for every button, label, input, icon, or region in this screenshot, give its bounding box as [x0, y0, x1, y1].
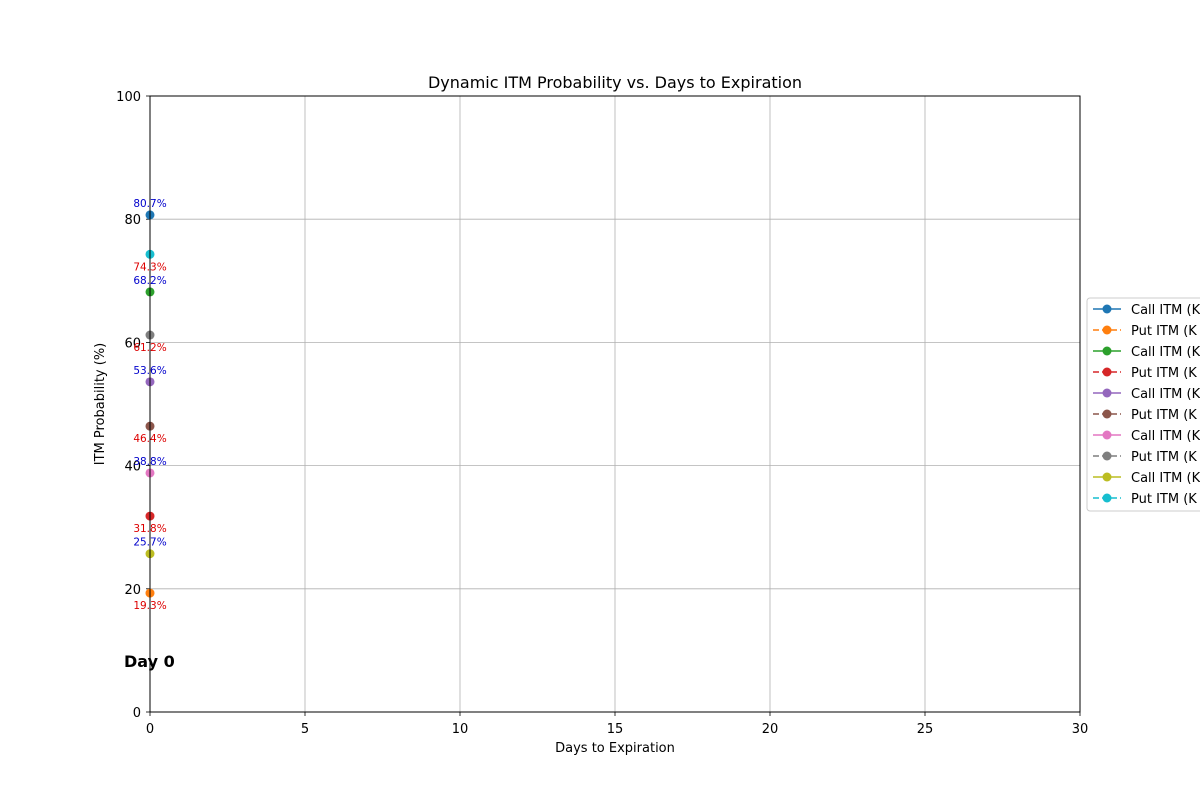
y-tick-label: 80 [124, 213, 141, 228]
legend-marker [1102, 409, 1112, 419]
legend-entry-label: Put ITM (K [1131, 366, 1197, 381]
legend-entry-label: Call ITM (K [1131, 387, 1200, 402]
legend: Call ITM (K Put ITM (K Call ITM (K Put ITM … [1086, 297, 1200, 512]
x-tick-label: 25 [917, 722, 934, 737]
legend-marker [1102, 472, 1112, 482]
y-tick-label: 20 [124, 583, 141, 598]
legend-marker [1102, 325, 1112, 335]
legend-entry-label: Call ITM (K [1131, 303, 1200, 318]
plot-frame [149, 95, 1081, 713]
x-tick-label: 5 [301, 722, 309, 737]
y-tick-label: 60 [124, 336, 141, 351]
axis-ticks: 0 5 10 15 20 25 30 0 20 40 60 80 100 [116, 90, 1088, 737]
legend-entry-label: Call ITM (K [1131, 345, 1200, 360]
x-tick-label: 0 [146, 722, 154, 737]
x-tick-label: 20 [762, 722, 779, 737]
legend-marker [1102, 367, 1112, 377]
legend-marker [1102, 451, 1112, 461]
legend-marker [1102, 493, 1112, 503]
legend-entry-label: Put ITM (K [1131, 408, 1197, 423]
legend-entry-label: Call ITM (K [1131, 429, 1200, 444]
legend-entry-label: Put ITM (K [1131, 450, 1197, 465]
grid-lines [149, 95, 1081, 713]
legend-marker [1102, 430, 1112, 440]
day-annotation: Day 0 [124, 652, 175, 671]
chart-title: Dynamic ITM Probability vs. Days to Expi… [428, 73, 802, 92]
legend-entry-label: Call ITM (K [1131, 471, 1200, 486]
legend-entry-label: Put ITM (K [1131, 492, 1197, 507]
legend-marker [1102, 304, 1112, 314]
y-tick-label: 100 [116, 90, 141, 105]
y-axis-label: ITM Probability (%) [93, 343, 108, 465]
legend-entry-label: Put ITM (K [1131, 324, 1197, 339]
x-tick-label: 30 [1072, 722, 1089, 737]
y-tick-label: 0 [133, 706, 141, 721]
x-axis-label: Days to Expiration [555, 741, 675, 756]
y-tick-label: 40 [124, 460, 141, 475]
x-tick-label: 10 [452, 722, 469, 737]
legend-marker [1102, 346, 1112, 356]
legend-marker [1102, 388, 1112, 398]
x-tick-label: 15 [607, 722, 624, 737]
